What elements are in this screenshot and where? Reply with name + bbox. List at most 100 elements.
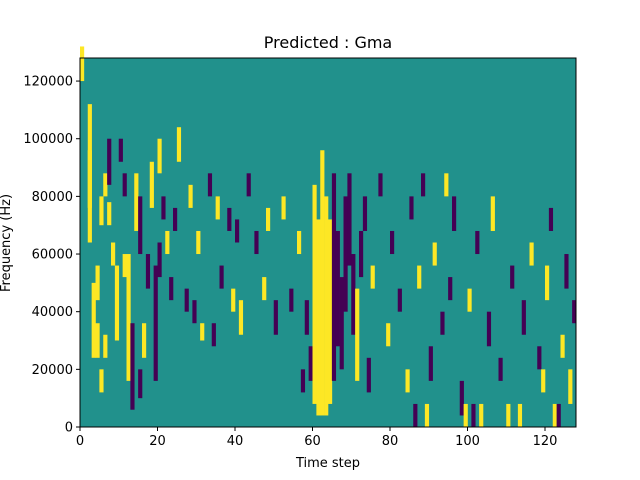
x-tick-label: 100 bbox=[455, 434, 480, 449]
x-axis: 0 20 40 60 80 100 120 bbox=[76, 427, 558, 449]
heatmap-cell bbox=[440, 311, 445, 335]
heatmap-cell bbox=[95, 323, 100, 358]
y-tick-label: 120000 bbox=[23, 75, 73, 90]
heatmap-cell bbox=[517, 403, 523, 427]
heatmap-cell bbox=[409, 196, 414, 220]
heatmap-cell bbox=[347, 173, 352, 266]
heatmap-cell bbox=[157, 242, 162, 278]
heatmap-cell bbox=[138, 369, 143, 399]
heatmap-cell bbox=[312, 184, 317, 404]
heatmap-cell bbox=[452, 196, 457, 231]
heatmap-cell bbox=[390, 230, 395, 255]
heatmap-cell bbox=[273, 300, 278, 335]
heatmap-cell bbox=[351, 254, 356, 335]
heatmap-cell bbox=[386, 323, 391, 347]
heatmap-cell bbox=[545, 265, 550, 301]
y-tick-label: 80000 bbox=[32, 190, 73, 205]
heatmap-cell bbox=[366, 357, 371, 393]
heatmap-cell bbox=[130, 323, 135, 410]
heatmap-cell bbox=[103, 173, 108, 197]
heatmap-cell bbox=[254, 230, 259, 255]
heatmap-cell bbox=[444, 173, 449, 197]
heatmap-cell bbox=[219, 265, 224, 289]
y-tick-label: 60000 bbox=[32, 248, 73, 263]
heatmap-cell bbox=[122, 254, 127, 278]
heatmap-cell bbox=[486, 311, 492, 347]
heatmap-cell bbox=[114, 265, 120, 341]
x-tick-label: 40 bbox=[227, 434, 244, 449]
plot-area bbox=[79, 46, 577, 428]
heatmap-cell bbox=[145, 254, 151, 289]
heatmap-cell bbox=[448, 277, 453, 301]
heatmap-cell bbox=[192, 300, 197, 324]
heatmap-cell bbox=[541, 369, 546, 393]
heatmap-cell bbox=[506, 403, 511, 427]
heatmap-cell bbox=[227, 207, 232, 231]
heatmap-cell bbox=[157, 138, 162, 174]
y-axis: 0 20000 40000 60000 80000 100000 120000 bbox=[23, 75, 80, 436]
heatmap-cell bbox=[300, 369, 306, 393]
heatmap-cell bbox=[397, 288, 402, 312]
heatmap-cell bbox=[200, 323, 205, 341]
heatmap-cell bbox=[521, 300, 526, 335]
heatmap-cell bbox=[165, 230, 170, 255]
heatmap-cell bbox=[266, 207, 271, 231]
heatmap-cell bbox=[339, 277, 344, 370]
heatmap-cell bbox=[173, 207, 178, 231]
heatmap-cell bbox=[424, 403, 430, 427]
heatmap-cell bbox=[324, 196, 329, 416]
heatmap-cell bbox=[510, 265, 515, 289]
y-tick-label: 40000 bbox=[32, 305, 73, 320]
heatmap-cell bbox=[215, 196, 220, 220]
heatmap-cell bbox=[196, 230, 201, 255]
y-tick-label: 100000 bbox=[23, 132, 73, 147]
heatmap-cell bbox=[161, 196, 166, 220]
y-tick-label: 0 bbox=[65, 421, 73, 436]
x-tick-label: 60 bbox=[304, 434, 321, 449]
heatmap-cell bbox=[568, 369, 573, 404]
heatmap-cell bbox=[537, 346, 542, 370]
heatmap-cell bbox=[320, 150, 325, 416]
heatmap-cell bbox=[359, 230, 364, 278]
heatmap-cell bbox=[556, 403, 561, 427]
heatmap-cell bbox=[331, 173, 337, 381]
y-axis-label: Frequency (Hz) bbox=[0, 194, 14, 292]
heatmap-cell bbox=[184, 288, 189, 312]
heatmap-cell bbox=[572, 300, 577, 324]
heatmap-cell bbox=[405, 369, 410, 393]
heatmap-cell bbox=[103, 334, 108, 358]
heatmap-cell bbox=[421, 173, 426, 197]
heatmap-cell bbox=[134, 173, 139, 231]
heatmap-cell bbox=[138, 196, 143, 255]
heatmap-cell bbox=[471, 403, 476, 427]
heatmap-cell bbox=[149, 161, 154, 208]
heatmap-cell bbox=[246, 173, 251, 197]
y-tick-label: 20000 bbox=[32, 363, 73, 378]
heatmap-cell bbox=[479, 403, 484, 427]
chart-title: Predicted : Gma bbox=[264, 33, 392, 52]
heatmap-cell bbox=[126, 254, 131, 381]
heatmap-cell bbox=[235, 219, 240, 243]
heatmap-cell bbox=[207, 173, 213, 197]
heatmap-cell bbox=[548, 207, 554, 231]
heatmap-cell bbox=[262, 277, 267, 301]
heatmap-cell bbox=[304, 300, 309, 335]
heatmap-cell bbox=[328, 219, 333, 404]
heatmap-cell bbox=[463, 403, 468, 427]
heatmap-cell bbox=[432, 242, 437, 266]
x-tick-label: 20 bbox=[149, 434, 166, 449]
heatmap-cell bbox=[176, 127, 182, 162]
heatmap-cell bbox=[378, 173, 383, 197]
heatmap-cell bbox=[297, 230, 302, 255]
heatmap-cell bbox=[169, 277, 174, 301]
x-tick-label: 120 bbox=[533, 434, 558, 449]
heatmap-cell bbox=[335, 230, 340, 347]
heatmap-cells bbox=[80, 46, 577, 427]
heatmap-cell bbox=[308, 346, 313, 381]
heatmap-cell bbox=[428, 346, 433, 381]
heatmap-cell bbox=[153, 265, 158, 381]
heatmap-cell bbox=[107, 138, 112, 185]
x-tick-label: 80 bbox=[382, 434, 399, 449]
heatmap-cell bbox=[490, 196, 495, 231]
heatmap-cell bbox=[111, 242, 116, 266]
